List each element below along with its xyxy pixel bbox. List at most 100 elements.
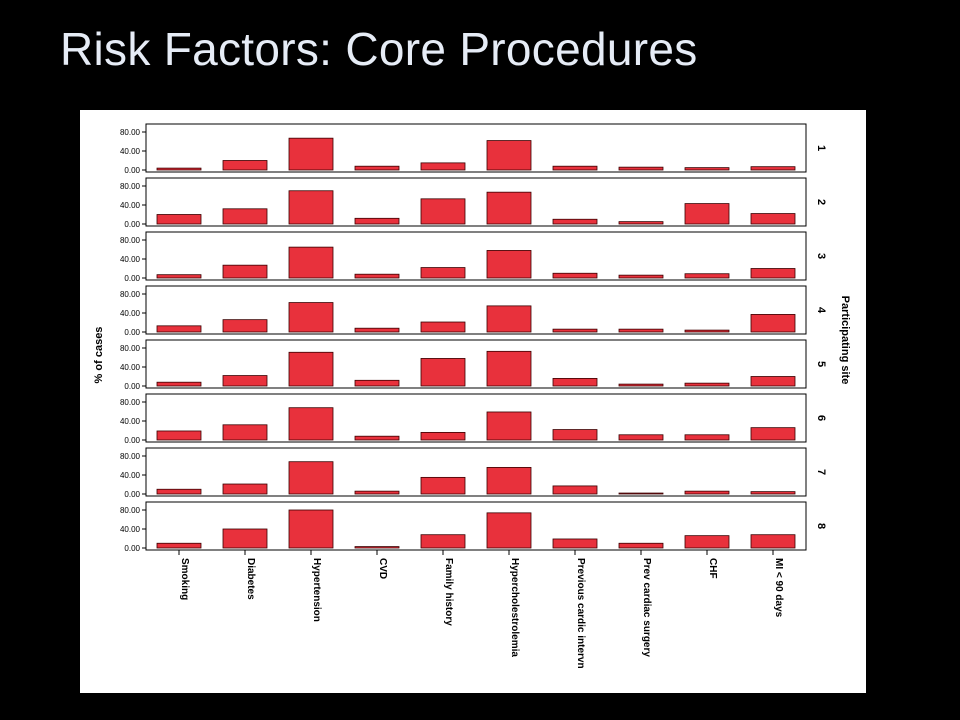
bar (486, 305, 532, 333)
facet-label: 3 (815, 253, 827, 259)
bar (420, 431, 466, 441)
faceted-bar-chart: 80.0040.000.00180.0040.000.00280.0040.00… (93, 123, 851, 669)
y-tick-label: 0.00 (124, 328, 140, 337)
facet-label: 5 (815, 361, 827, 367)
bar (156, 167, 202, 171)
facet-axis-title: Participating site (839, 296, 851, 385)
facet-label: 4 (815, 307, 827, 314)
y-tick-label: 0.00 (124, 490, 140, 499)
facet-label: 2 (815, 199, 827, 205)
bar (552, 538, 598, 549)
bar (750, 268, 796, 279)
x-tick-label: Hypercholestrolemia (509, 558, 520, 657)
bar (420, 358, 466, 387)
y-tick-label: 80.00 (120, 290, 141, 299)
bar (222, 264, 268, 279)
y-tick-label: 80.00 (120, 344, 141, 353)
x-tick-label: Hypertension (311, 558, 322, 622)
bar (288, 246, 334, 279)
bar (420, 534, 466, 549)
bar (684, 535, 730, 549)
y-tick-label: 40.00 (120, 417, 141, 426)
y-tick-label: 40.00 (120, 525, 141, 534)
bar (288, 302, 334, 333)
bar (354, 217, 400, 225)
bar (354, 490, 400, 495)
bar (420, 476, 466, 495)
bar (156, 542, 202, 549)
bar (354, 273, 400, 279)
bar (618, 492, 664, 495)
facet-label: 8 (815, 523, 827, 529)
bar (750, 534, 796, 549)
x-tick-label: MI < 90 days (773, 558, 784, 618)
chart-panel: 80.00 40.00 0.00 1 80.00 40.00 0.00 2 80.00 40.00… (80, 110, 866, 693)
x-tick-label: Family history (443, 558, 454, 626)
y-tick-label: 40.00 (120, 471, 141, 480)
bar (684, 490, 730, 495)
bar (156, 325, 202, 333)
x-tick-label: Prev cardiac surgery (641, 558, 652, 657)
bar (486, 140, 532, 171)
bar (156, 274, 202, 279)
bar (420, 267, 466, 279)
bar (486, 191, 532, 225)
bar (750, 376, 796, 387)
bar (288, 351, 334, 387)
bar (420, 321, 466, 333)
y-tick-label: 80.00 (120, 506, 141, 515)
bar (618, 166, 664, 171)
bar (618, 328, 664, 333)
bar (552, 218, 598, 225)
y-tick-label: 40.00 (120, 255, 141, 264)
bar (486, 466, 532, 495)
bar (750, 314, 796, 333)
bar (354, 327, 400, 333)
bar (552, 429, 598, 441)
x-tick-label: CHF (707, 558, 718, 579)
bar (354, 546, 400, 549)
bar (684, 203, 730, 225)
bar (420, 198, 466, 225)
bar (288, 407, 334, 441)
bar (684, 329, 730, 333)
y-axis-title: % of cases (93, 327, 105, 384)
bar (288, 190, 334, 225)
facet-frame-3 (145, 231, 807, 281)
facet-frame-5 (145, 339, 807, 389)
bar (156, 214, 202, 225)
bar (288, 137, 334, 171)
y-tick-label: 80.00 (120, 236, 141, 245)
bar (222, 375, 268, 387)
bar (222, 319, 268, 333)
bar (618, 383, 664, 387)
y-tick-label: 80.00 (120, 398, 141, 407)
bar (618, 221, 664, 225)
facet-label: 7 (815, 469, 827, 475)
bar (156, 488, 202, 495)
y-tick-label: 80.00 (120, 452, 141, 461)
bar (552, 377, 598, 387)
bar (684, 434, 730, 441)
bar (288, 461, 334, 495)
bar (750, 166, 796, 171)
bar (684, 273, 730, 279)
bar (552, 272, 598, 279)
bar (156, 381, 202, 387)
bar (486, 350, 532, 387)
bar (750, 491, 796, 495)
bar (288, 509, 334, 549)
bar (552, 485, 598, 495)
x-tick-label: Smoking (179, 558, 190, 600)
bar (222, 160, 268, 171)
x-tick-label: Diabetes (245, 558, 256, 600)
bar (486, 250, 532, 279)
y-tick-label: 80.00 (120, 182, 141, 191)
bar (552, 165, 598, 171)
y-tick-label: 40.00 (120, 201, 141, 210)
y-tick-label: 40.00 (120, 147, 141, 156)
bar (222, 208, 268, 225)
bar (156, 430, 202, 441)
bar (750, 427, 796, 441)
bar (354, 379, 400, 387)
